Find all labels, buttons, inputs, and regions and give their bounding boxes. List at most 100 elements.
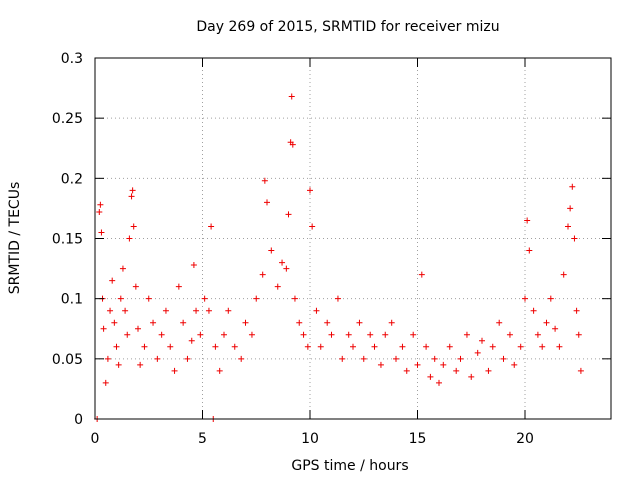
- data-point: [567, 205, 574, 212]
- data-point: [296, 319, 303, 326]
- data-point: [474, 349, 481, 356]
- data-point: [356, 319, 363, 326]
- data-point: [180, 319, 187, 326]
- data-point: [489, 343, 496, 350]
- x-tick-label: 20: [516, 431, 534, 447]
- data-point: [399, 343, 406, 350]
- data-point: [539, 343, 546, 350]
- data-point: [171, 367, 178, 374]
- data-point: [500, 355, 507, 362]
- data-point: [141, 343, 148, 350]
- data-point: [423, 343, 430, 350]
- data-point: [573, 307, 580, 314]
- y-tick-label: 0.3: [61, 51, 83, 67]
- data-point: [530, 307, 537, 314]
- data-point: [307, 187, 313, 194]
- data-point: [382, 331, 389, 338]
- data-point: [371, 343, 378, 350]
- data-point: [524, 217, 531, 224]
- data-point: [547, 295, 554, 302]
- data-point: [496, 319, 503, 326]
- data-point: [291, 295, 298, 302]
- y-tick-label: 0.05: [52, 352, 83, 368]
- data-point: [119, 265, 126, 272]
- x-tick-label: 0: [91, 431, 100, 447]
- data-point: [132, 283, 139, 290]
- data-point: [150, 319, 157, 326]
- data-point: [571, 235, 578, 242]
- data-point: [577, 367, 584, 374]
- data-point: [201, 295, 208, 302]
- data-point: [436, 379, 442, 386]
- data-point: [468, 373, 475, 380]
- x-tick-label: 10: [301, 431, 319, 447]
- data-point: [268, 247, 275, 254]
- data-point: [129, 187, 136, 194]
- data-point: [552, 325, 559, 332]
- y-tick-label: 0.25: [52, 111, 83, 127]
- data-point: [440, 361, 447, 368]
- data-point: [288, 93, 295, 100]
- data-point: [300, 331, 307, 338]
- data-point: [506, 331, 513, 338]
- data-point: [137, 361, 144, 368]
- data-point: [289, 141, 296, 148]
- data-point: [328, 331, 335, 338]
- data-point: [117, 295, 124, 302]
- data-point: [334, 295, 341, 302]
- data-point: [511, 361, 518, 368]
- data-point: [418, 271, 425, 278]
- data-point: [485, 367, 492, 374]
- data-point: [190, 261, 197, 268]
- data-point: [339, 355, 346, 362]
- y-tick-label: 0.2: [61, 171, 83, 187]
- y-tick-label: 0: [74, 412, 83, 428]
- data-point: [279, 259, 286, 266]
- y-axis-label: SRMTID / TECUs: [7, 182, 23, 295]
- data-point: [360, 355, 367, 362]
- data-point: [410, 331, 417, 338]
- data-point: [283, 265, 290, 272]
- data-point: [324, 319, 331, 326]
- data-point: [259, 271, 266, 278]
- data-point: [304, 343, 311, 350]
- data-point: [184, 355, 191, 362]
- data-point: [264, 199, 270, 206]
- data-point: [403, 367, 410, 374]
- data-point: [377, 361, 384, 368]
- data-point: [111, 319, 118, 326]
- data-point: [453, 367, 460, 374]
- data-point: [158, 331, 165, 338]
- data-point: [208, 223, 215, 230]
- data-point: [285, 211, 292, 218]
- data-point: [543, 319, 550, 326]
- data-point: [154, 355, 161, 362]
- data-point: [274, 283, 281, 290]
- y-tick-label: 0.1: [61, 292, 83, 308]
- data-point: [221, 331, 227, 338]
- data-point: [130, 223, 137, 230]
- data-point: [225, 307, 232, 314]
- data-point: [457, 355, 464, 362]
- axes: 0 0.05 0.1 0.15 0.2 0.25 0.3 0 5 10 15 20: [52, 51, 611, 447]
- x-tick-label: 15: [409, 431, 427, 447]
- data-point: [313, 307, 320, 314]
- data-point: [350, 343, 356, 350]
- data-point: [122, 307, 129, 314]
- data-point: [193, 307, 200, 314]
- data-point: [393, 355, 399, 362]
- data-point: [167, 343, 174, 350]
- data-point: [431, 355, 438, 362]
- data-point: [517, 343, 524, 350]
- x-axis-label: GPS time / hours: [291, 458, 408, 474]
- data-point: [96, 209, 103, 216]
- data-point: [388, 319, 395, 326]
- data-point: [569, 183, 576, 190]
- data-point: [216, 367, 223, 374]
- data-point: [534, 331, 541, 338]
- data-point: [446, 343, 453, 350]
- data-point: [242, 319, 249, 326]
- y-tick-label: 0.15: [52, 232, 83, 248]
- data-point: [479, 337, 485, 344]
- data-point: [556, 343, 563, 350]
